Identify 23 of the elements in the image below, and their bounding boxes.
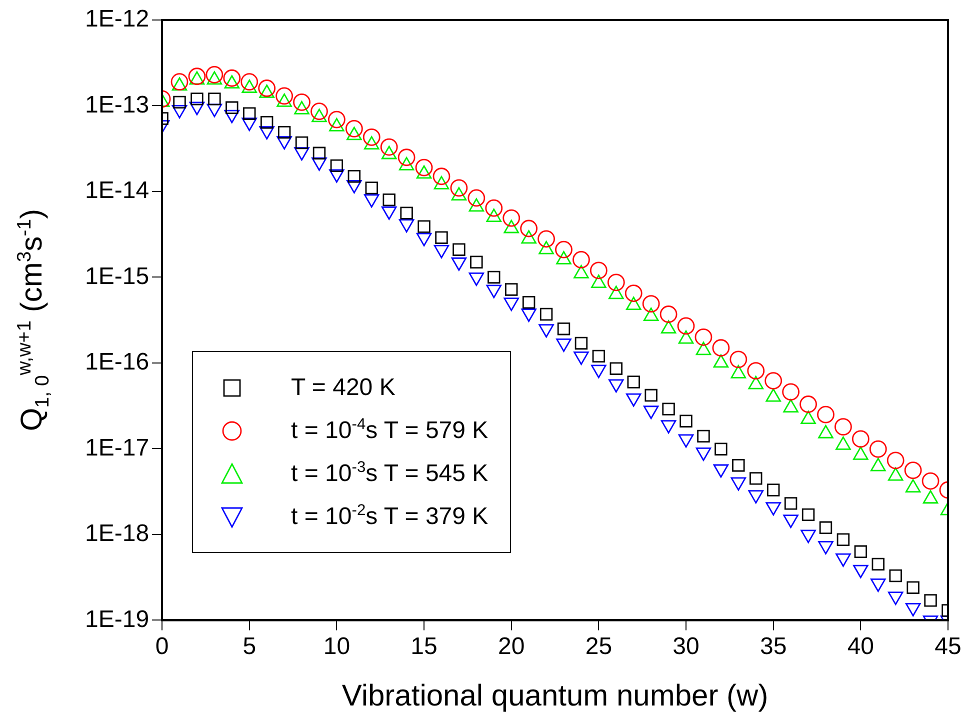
y-tick-label: 1E-14 <box>84 177 150 204</box>
x-tick-label: 45 <box>934 633 962 660</box>
x-tick-label: 20 <box>498 633 525 660</box>
x-tick-label: 35 <box>760 633 787 660</box>
y-tick-label: 1E-17 <box>84 434 150 462</box>
x-tick-label: 10 <box>323 633 350 660</box>
y-tick-label: 1E-15 <box>84 262 150 290</box>
legend-label: T = 420 K <box>291 374 396 402</box>
y-tick-label: 1E-12 <box>84 6 150 33</box>
y-tick-label: 1E-13 <box>84 91 150 118</box>
legend-label: t = 10$^{-4}$s T = 579 K <box>291 416 488 446</box>
x-tick-label: 0 <box>155 633 169 660</box>
legend-label: t = 10$^{-3}$s T = 545 K <box>291 459 488 488</box>
x-tick-label: 25 <box>585 633 612 660</box>
y-tick-label: 1E-16 <box>84 348 150 376</box>
x-tick-label: 30 <box>672 633 700 660</box>
legend-label: t = 10$^{-2}$s T = 379 K <box>291 502 488 532</box>
x-tick-label: 5 <box>242 633 256 660</box>
y-tick-label: 1E-19 <box>84 606 150 633</box>
x-axis-title: Vibrational quantum number (w) <box>342 679 768 712</box>
x-tick-label: 40 <box>847 633 874 660</box>
x-tick-label: 15 <box>410 633 438 660</box>
y-tick-label: 1E-18 <box>84 520 150 548</box>
